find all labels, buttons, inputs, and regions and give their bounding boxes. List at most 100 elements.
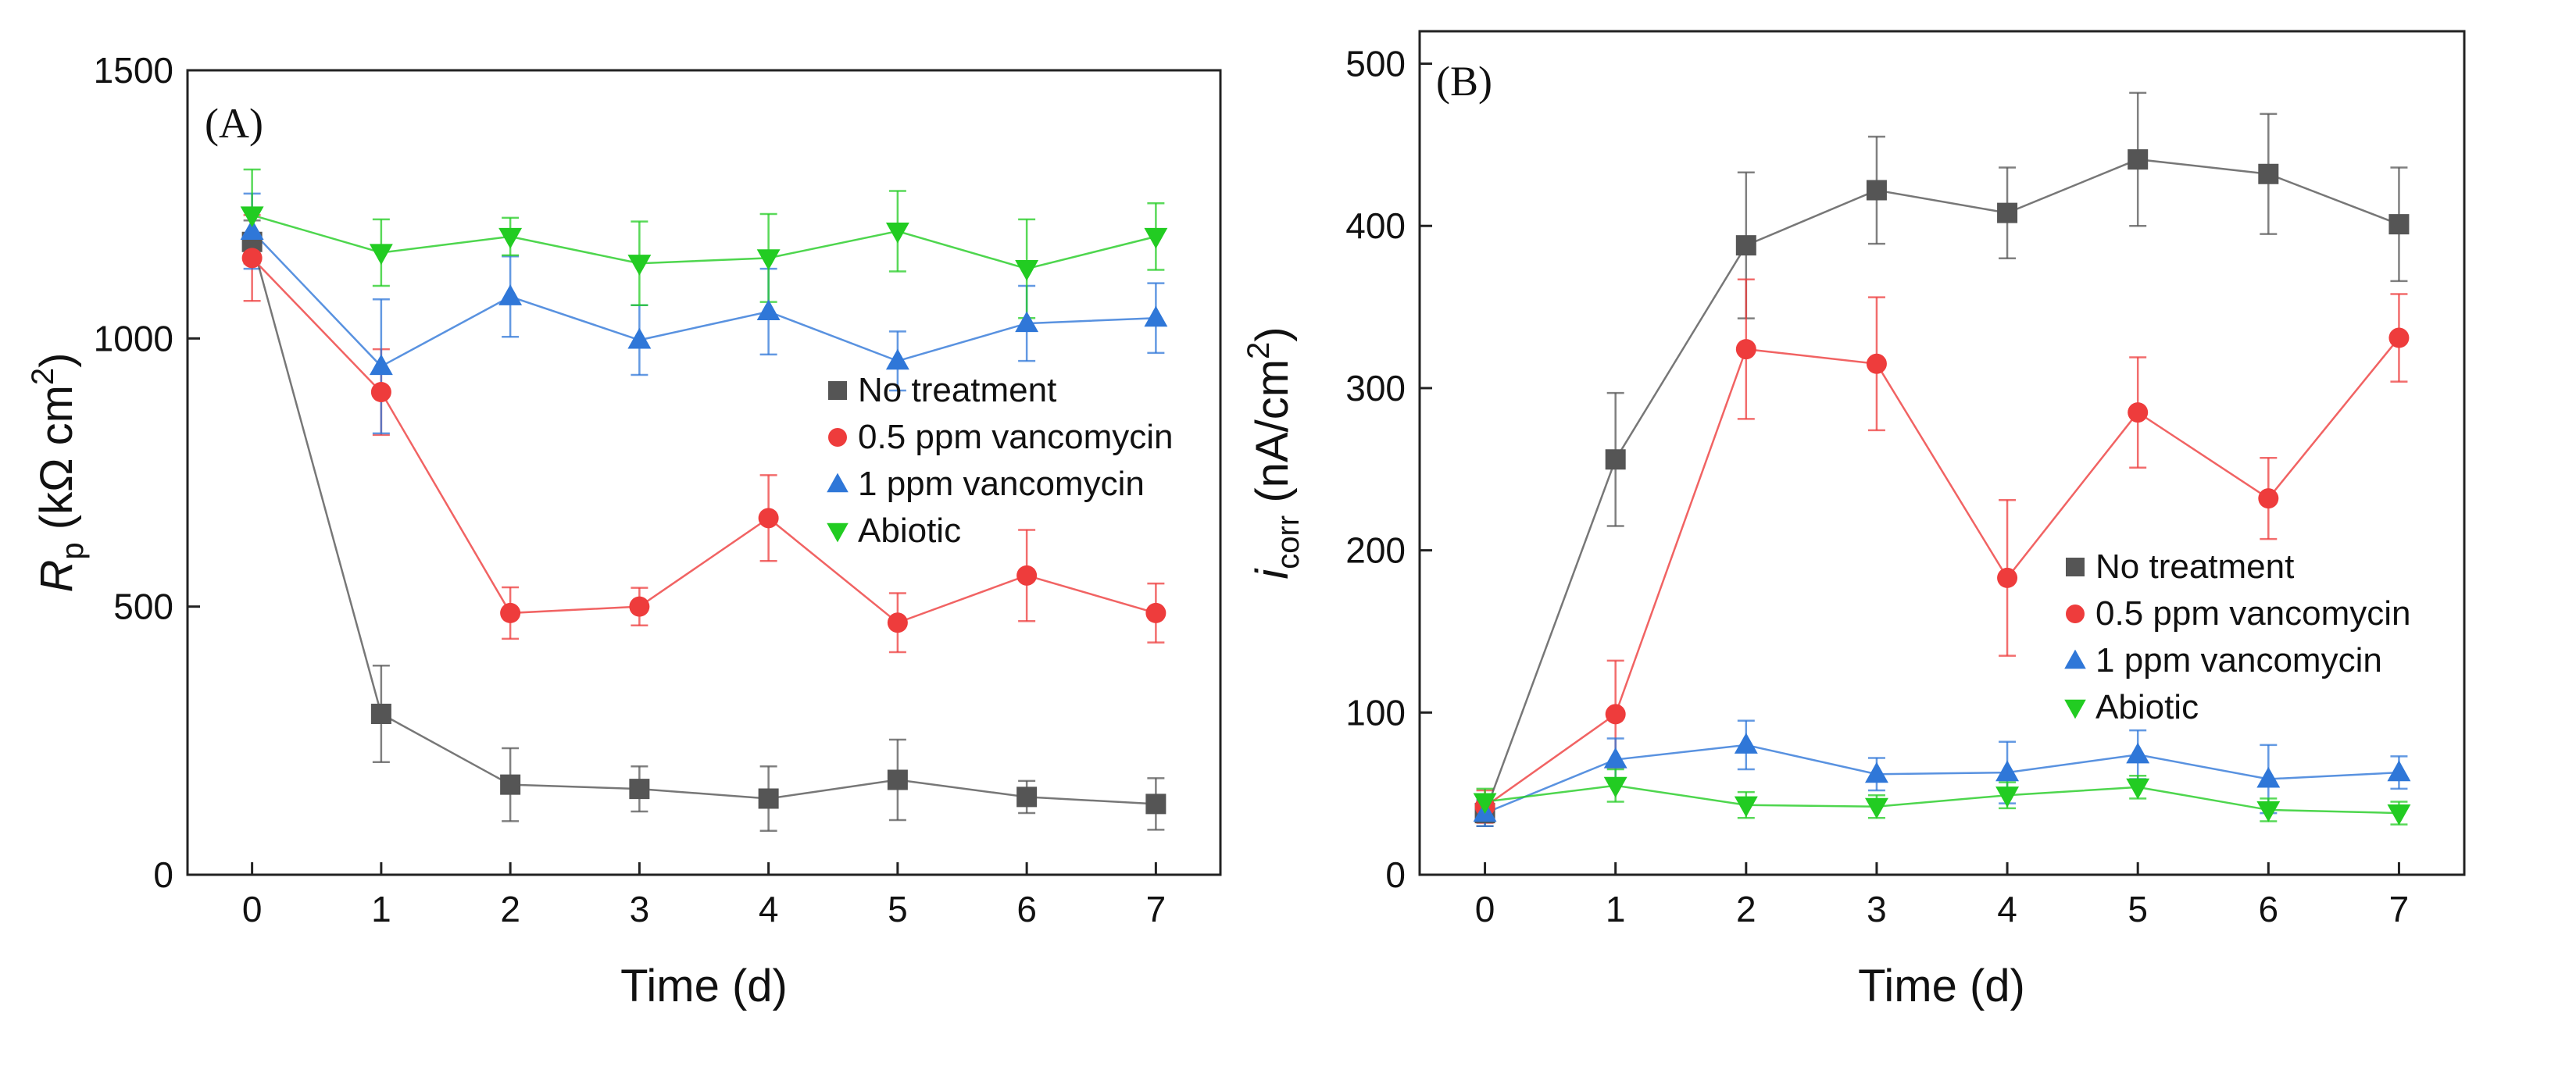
y-tick-label: 500 (113, 587, 173, 627)
data-point-abiotic (1473, 793, 1497, 815)
panel-a-legend-label-1ppm: 1 ppm vancomycin (858, 465, 1145, 503)
data-point-1ppm (2256, 766, 2281, 788)
data-point-no-treatment (1605, 449, 1626, 470)
data-point-1ppm (885, 348, 909, 370)
data-point-abiotic (2387, 804, 2411, 826)
data-point-no-treatment (2128, 149, 2149, 170)
panel-b-y-title-unit: (nA/cm (1247, 359, 1298, 515)
x-tick-label: 7 (1146, 889, 1167, 929)
y-tick-label: 200 (1345, 530, 1406, 571)
data-point-no-treatment (1735, 235, 1756, 256)
series-line-1ppm (251, 230, 1156, 368)
data-point-1ppm (1015, 311, 1039, 333)
data-point-1ppm (1603, 747, 1627, 769)
data-point-abiotic (1603, 776, 1627, 798)
data-point-abiotic (885, 222, 909, 244)
y-tick-label: 500 (1345, 44, 1406, 84)
x-tick-label: 7 (2389, 889, 2410, 929)
panel-a-y-title-main: R (31, 560, 82, 593)
panel-b-markers (1473, 149, 2411, 826)
panel-a-legend-entry-abiotic: Abiotic (827, 512, 961, 550)
series-line-no-treatment (1484, 158, 2399, 814)
panel-b-chart: 0 1 2 3 4 5 6 7 0 100 200 300 400 500 (B) Time (d) ic… (1242, 30, 2466, 1011)
panel-a-chart: 0 1 2 3 4 5 6 7 0 500 1000 1500 (A) Time (d) Rp (kΩ… (26, 50, 1222, 1011)
data-point-1ppm (627, 327, 652, 349)
data-point-no-treatment (1016, 786, 1038, 808)
data-point-abiotic (1734, 796, 1758, 818)
data-point-05ppm (758, 508, 779, 529)
panel-b-y-title-sub: corr (1271, 515, 1306, 569)
panel-a-plot-frame (186, 69, 1222, 876)
data-point-no-treatment (500, 774, 521, 795)
data-point-abiotic (1015, 260, 1039, 281)
data-point-05ppm (629, 596, 650, 617)
data-point-abiotic (498, 227, 523, 249)
panel-a-markers (240, 206, 1168, 815)
y-tick-label: 100 (1345, 692, 1406, 733)
data-point-1ppm (2387, 760, 2411, 782)
y-tick-label: 300 (1345, 368, 1406, 408)
x-tick-label: 5 (888, 889, 908, 929)
panel-b-legend: No treatment 0.5 ppm vancomycin 1 ppm va… (2064, 547, 2411, 726)
panel-b-x-axis-title: Time (d) (1858, 961, 2025, 1011)
panel-a-x-axis-title: Time (d) (620, 961, 788, 1011)
series-line-1ppm (1485, 744, 2399, 815)
data-point-abiotic (2256, 801, 2281, 822)
panel-b-legend-entry-05ppm: 0.5 ppm vancomycin (2066, 594, 2411, 633)
panel-a-y-title-close: ) (31, 353, 82, 368)
y-tick-label: 400 (1345, 205, 1406, 246)
data-point-1ppm (1864, 761, 1888, 783)
panel-a-legend-label-05ppm: 0.5 ppm vancomycin (858, 418, 1174, 456)
data-point-05ppm (1605, 704, 1626, 725)
y-tick-label: 1000 (94, 318, 173, 358)
series-line-no-treatment (251, 241, 1156, 805)
panel-b-y-title-main: i (1247, 568, 1298, 580)
data-point-no-treatment (370, 704, 391, 724)
y-tick-label: 0 (1385, 854, 1406, 895)
data-point-no-treatment (1145, 794, 1167, 815)
x-tick-label: 5 (2128, 889, 2148, 929)
panel-a-legend-label-no-treatment: No treatment (858, 371, 1056, 409)
y-tick-label: 1500 (94, 50, 173, 91)
panel-b-series-lines (1484, 158, 2400, 815)
data-point-05ppm (1016, 565, 1038, 586)
panel-b-legend-entry-abiotic: Abiotic (2064, 688, 2199, 726)
data-point-1ppm (498, 284, 523, 305)
panel-b-y-title-sup: 2 (1242, 342, 1276, 359)
panel-a-legend-marker-1ppm (827, 473, 849, 493)
panel-b-legend-marker-abiotic (2064, 699, 2086, 719)
panel-a-y-title-sup: 2 (26, 368, 60, 385)
data-point-05ppm (1145, 602, 1167, 623)
panel-b-legend-marker-05ppm (2066, 605, 2085, 623)
panel-a-legend-marker-no-treatment (828, 381, 847, 400)
data-point-no-treatment (1997, 202, 2018, 223)
panel-a-legend-entry-no-treatment: No treatment (828, 371, 1056, 409)
panel-a-y-title-sub: p (55, 542, 90, 559)
x-tick-label: 3 (1867, 889, 1887, 929)
x-tick-label: 1 (1606, 889, 1626, 929)
panel-b-legend-label-abiotic: Abiotic (2095, 688, 2199, 726)
panel-b-legend-entry-no-treatment: No treatment (2066, 547, 2294, 586)
data-point-abiotic (756, 249, 781, 270)
data-point-no-treatment (758, 788, 779, 809)
series-line-abiotic (252, 214, 1156, 270)
x-tick-label: 3 (630, 889, 650, 929)
data-point-no-treatment (629, 779, 650, 800)
panel-a-label: (A) (205, 100, 263, 147)
panel-b-legend-label-1ppm: 1 ppm vancomycin (2095, 641, 2382, 679)
series-line-05ppm (1484, 337, 2400, 808)
data-point-abiotic (1995, 786, 2020, 808)
data-point-no-treatment (2258, 163, 2279, 184)
panel-b-legend-marker-no-treatment (2066, 558, 2085, 576)
panel-b-legend-entry-1ppm: 1 ppm vancomycin (2064, 641, 2382, 679)
data-point-05ppm (370, 382, 391, 402)
data-point-05ppm (887, 612, 908, 633)
panel-b-label: (B) (1436, 58, 1492, 105)
panel-b-legend-label-05ppm: 0.5 ppm vancomycin (2095, 594, 2411, 633)
x-tick-label: 2 (500, 889, 520, 929)
x-tick-label: 1 (371, 889, 391, 929)
y-tick-label: 0 (153, 854, 173, 895)
data-point-05ppm (1735, 339, 1756, 360)
data-point-abiotic (2126, 778, 2150, 800)
